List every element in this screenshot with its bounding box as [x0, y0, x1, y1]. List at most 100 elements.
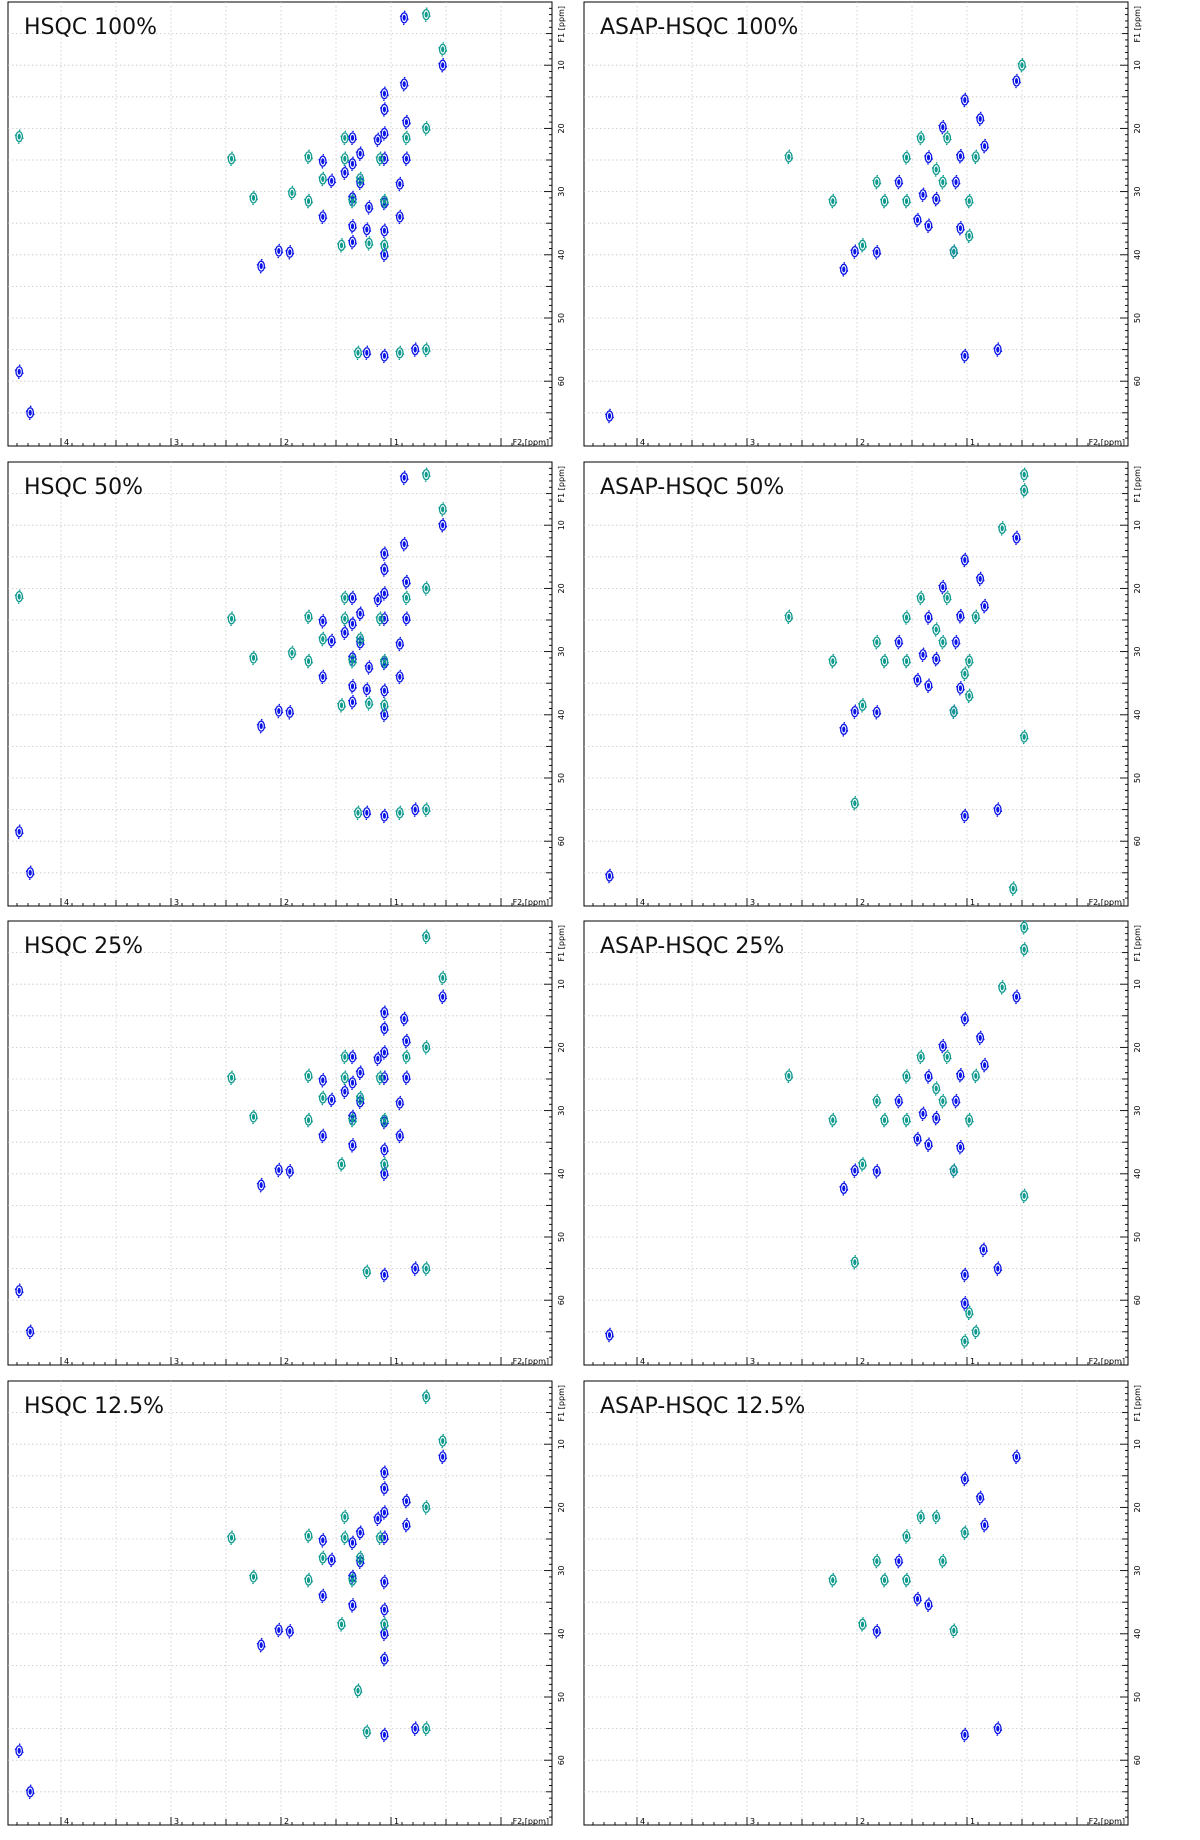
peak-negative [421, 1261, 431, 1276]
y-tick-label: 10 [1133, 60, 1142, 70]
peak-positive [380, 1267, 389, 1283]
peak-negative [249, 1569, 258, 1585]
plot-frame [583, 1380, 1129, 1826]
peak-positive [327, 173, 336, 189]
peak-negative [402, 1049, 411, 1065]
y-tick-label: 30 [557, 1566, 566, 1576]
peak-positive [993, 1721, 1003, 1736]
y-tick-label: 20 [557, 1502, 566, 1512]
peak-positive [951, 174, 961, 190]
y-tick-label: 10 [557, 60, 566, 70]
y-axis-unit: F1 [ppm] [557, 6, 566, 42]
peak-positive [410, 1261, 420, 1276]
peak-positive [25, 1324, 35, 1340]
peak-positive [402, 1033, 411, 1049]
peak-series-positive [605, 989, 1021, 1343]
peak-positive [318, 1072, 328, 1088]
peak-positive [14, 1283, 24, 1299]
peak-positive [960, 1267, 970, 1283]
peak-positive [872, 244, 882, 260]
peak-negative [1019, 920, 1029, 935]
peak-negative [355, 171, 365, 187]
peak-negative [931, 622, 941, 637]
peak-positive [975, 1030, 985, 1046]
peak-positive [348, 234, 357, 250]
peak-positive [348, 1075, 357, 1091]
x-axis: 4 3 2 1 F2 [ppm] [592, 898, 1125, 907]
peak-positive [380, 1142, 389, 1158]
peak-negative [964, 1305, 974, 1321]
peak-positive [364, 660, 374, 675]
peak-positive [380, 586, 389, 601]
peak-positive [373, 592, 383, 608]
peak-positive [438, 57, 448, 73]
x-tick-label: 4 [640, 898, 645, 907]
peak-negative [960, 1333, 970, 1349]
peak-positive [362, 222, 372, 237]
peak-negative [850, 1254, 860, 1270]
peak-positive [980, 138, 989, 154]
x-tick-label: 3 [174, 1817, 179, 1826]
y-tick-label: 20 [557, 1042, 566, 1052]
peak-positive [938, 579, 948, 595]
peak-negative [828, 653, 838, 669]
peak-negative [395, 805, 405, 821]
peak-positive [348, 130, 357, 146]
peak-positive [373, 1511, 383, 1527]
peak-positive [348, 1049, 357, 1065]
grid-lines [584, 2, 1128, 442]
peak-negative [872, 174, 882, 190]
peak-positive [956, 1067, 965, 1083]
panel-title: HSQC 50% [24, 475, 143, 500]
y-tick-label: 10 [557, 979, 566, 989]
y-tick-label: 10 [557, 520, 566, 530]
plot-frame [7, 461, 553, 907]
peak-negative [227, 611, 236, 627]
peak-positive [913, 1591, 922, 1607]
peak-negative [304, 653, 313, 669]
y-axis: 10 20 30 40 50 60 F1 [ppm] [1120, 466, 1142, 899]
x-tick-label: 3 [174, 438, 179, 447]
peak-negative [916, 1509, 926, 1525]
peak-negative [960, 666, 970, 682]
peak-negative [960, 1525, 970, 1540]
peak-positive [256, 718, 266, 734]
peak-negative [348, 1572, 357, 1588]
peak-negative [348, 1112, 357, 1128]
peak-negative [858, 1157, 867, 1172]
y-axis-unit: F1 [ppm] [1133, 6, 1142, 42]
x-tick-label: 4 [64, 438, 69, 447]
peak-positive [399, 76, 409, 92]
peak-negative [287, 645, 297, 661]
peak-positive [980, 1057, 989, 1073]
peak-positive [348, 1535, 357, 1551]
peak-positive [373, 1051, 383, 1067]
x-axis: 4 3 2 1 F2 [ppm] [16, 1817, 549, 1826]
peak-positive [348, 679, 357, 694]
peak-positive [395, 636, 405, 652]
peak-positive [318, 209, 328, 225]
x-tick-label: 2 [860, 1817, 865, 1826]
peak-positive [931, 191, 941, 207]
peak-negative [997, 521, 1007, 536]
peak-positive [894, 634, 904, 650]
peak-negative [902, 1112, 911, 1128]
peak-negative [938, 634, 948, 650]
y-tick-label: 60 [557, 1755, 566, 1765]
y-tick-label: 60 [1133, 1295, 1142, 1305]
peak-negative [227, 151, 236, 167]
peak-negative [380, 653, 389, 669]
peak-series-positive [872, 1449, 1021, 1743]
peak-negative [355, 631, 365, 647]
peak-positive [348, 1138, 357, 1153]
peak-negative [380, 238, 389, 253]
spectrum-panel-6: 4 3 2 1 F2 [ppm] 10 20 30 40 50 60 F1 [ppm] ASAP-HSQ… [583, 920, 1142, 1366]
peak-negative [380, 193, 389, 209]
y-tick-label: 30 [1133, 187, 1142, 197]
peak-positive [380, 808, 389, 824]
y-tick-label: 10 [1133, 520, 1142, 530]
y-tick-label: 40 [557, 710, 566, 720]
peak-positive [894, 1553, 904, 1569]
peak-positive [395, 209, 405, 225]
peak-positive [14, 824, 24, 840]
